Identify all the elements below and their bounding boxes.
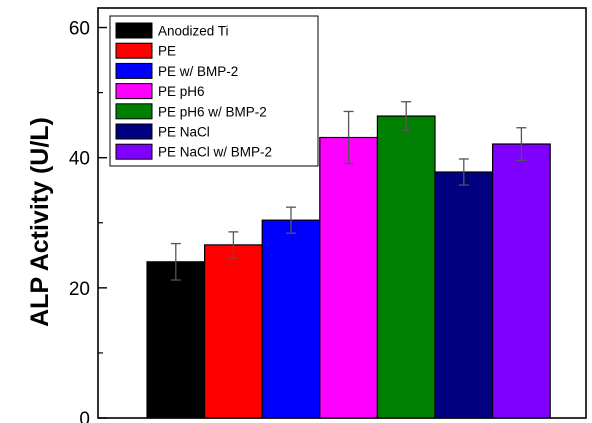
bar — [434, 171, 494, 419]
bar — [261, 219, 321, 419]
legend-label: PE NaCl w/ BMP-2 — [158, 145, 272, 160]
y-tick-label: 60 — [69, 19, 90, 40]
legend-label: PE NaCl — [158, 125, 210, 140]
legend-label: PE pH6 w/ BMP-2 — [158, 104, 267, 119]
bar — [204, 244, 263, 419]
bar — [492, 143, 551, 419]
legend-label: PE — [158, 44, 176, 59]
legend-swatch — [115, 143, 153, 160]
y-tick-label: 0 — [79, 409, 90, 423]
legend-swatch — [115, 83, 153, 100]
bar — [376, 115, 436, 419]
y-tick-label: 40 — [69, 149, 90, 170]
bar — [319, 136, 378, 419]
legend-swatch — [115, 22, 153, 39]
legend-swatch — [115, 123, 153, 140]
legend-label: Anodized Ti — [158, 24, 229, 39]
legend-swatch — [115, 42, 153, 59]
y-tick-label: 20 — [69, 279, 90, 300]
y-axis-label: ALP Activity (U/L) — [26, 117, 54, 327]
legend-label: PE w/ BMP-2 — [158, 64, 238, 79]
legend-swatch — [115, 103, 153, 120]
legend-label: PE pH6 — [158, 84, 205, 99]
legend: Anodized Ti PE PE w/ BMP-2 PE pH6 PE pH6 w/ … — [109, 15, 319, 167]
legend-swatch — [115, 62, 153, 79]
bar — [146, 261, 206, 419]
